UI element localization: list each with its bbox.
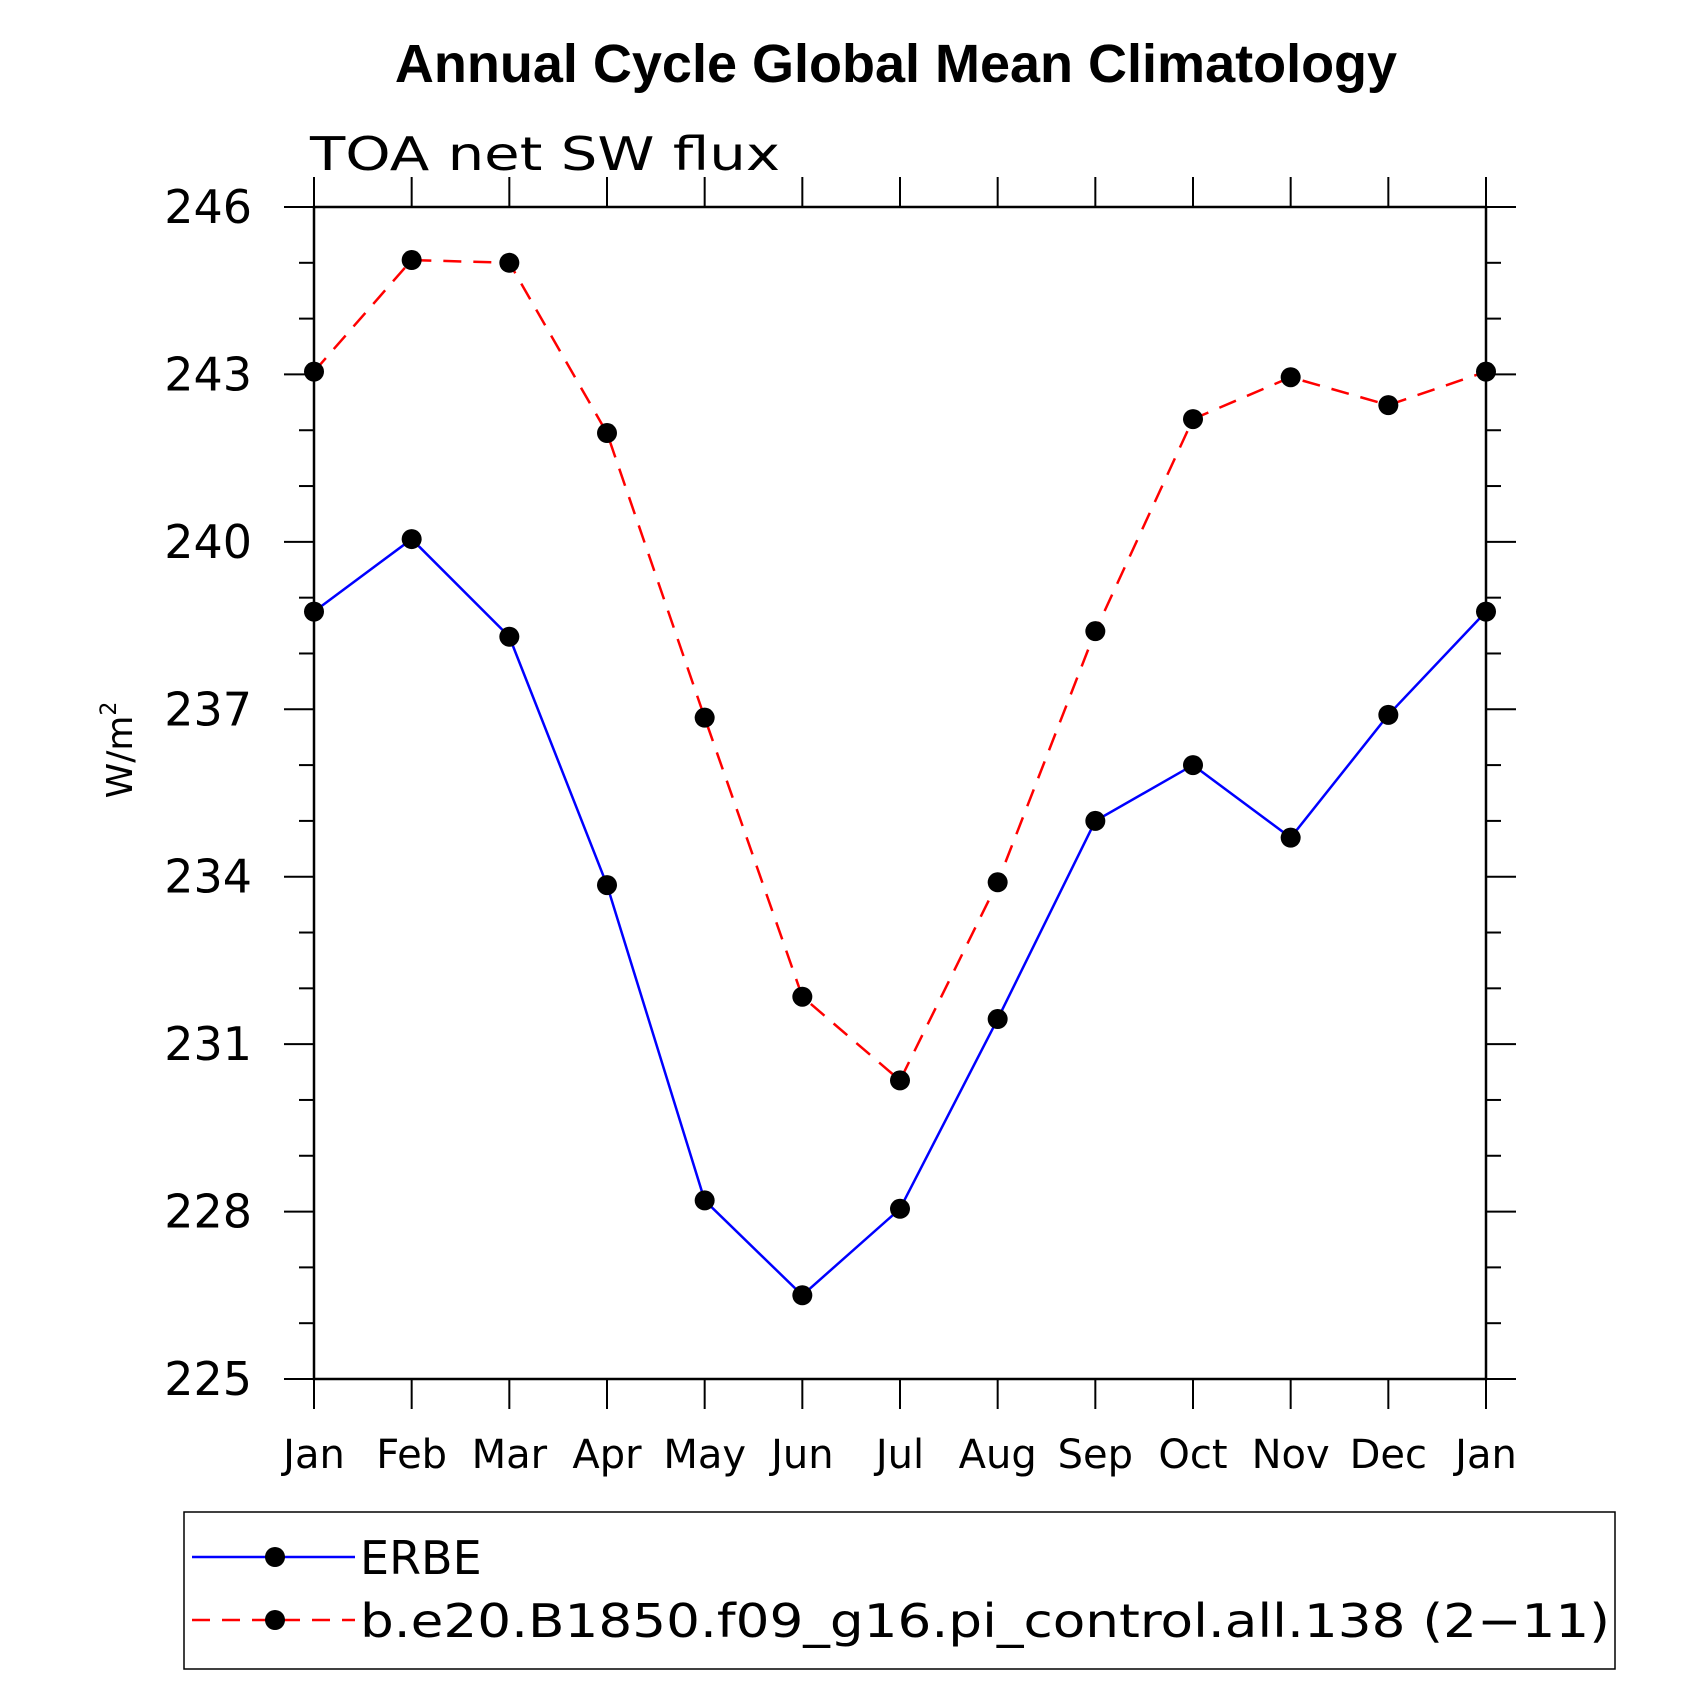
data-point-series-0 <box>1280 827 1301 848</box>
chart-subtitle: TOA net SW flux <box>309 127 780 181</box>
y-tick-label: 234 <box>164 850 252 904</box>
x-tick-label: May <box>663 1432 746 1478</box>
data-point-series-1 <box>304 361 324 382</box>
data-point-series-0 <box>1085 810 1106 831</box>
y-axis-ticks: 225 228 231 234 237 240 243 246 <box>164 180 1516 1406</box>
data-point-series-1 <box>1085 621 1106 642</box>
y-tick-label: 231 <box>164 1017 252 1071</box>
data-point-series-0 <box>304 601 324 622</box>
x-tick-label: Jan <box>280 1432 345 1478</box>
data-point-series-1 <box>499 252 520 273</box>
legend-box <box>183 1511 1616 1670</box>
y-tick-label: 225 <box>164 1352 252 1406</box>
y-tick-label: 240 <box>164 515 252 569</box>
x-tick-label: Jul <box>873 1432 924 1478</box>
data-point-series-0 <box>694 1190 715 1211</box>
x-tick-label: Oct <box>1158 1432 1227 1478</box>
series-line-1 <box>313 258 1487 1083</box>
x-tick-label: Jan <box>1452 1432 1517 1478</box>
y-tick-label: 228 <box>164 1185 252 1239</box>
x-tick-label: Nov <box>1252 1432 1330 1478</box>
y-tick-label: 243 <box>164 347 252 401</box>
y-axis-unit: W/m <box>100 716 141 799</box>
y-axis-label: W/m2 <box>97 702 141 799</box>
x-tick-label: Jun <box>768 1432 834 1478</box>
x-tick-label: Sep <box>1058 1432 1133 1478</box>
data-point-series-0 <box>597 875 617 896</box>
data-point-series-1 <box>792 986 813 1007</box>
data-point-series-1 <box>401 250 422 271</box>
y-axis-label-text: W/m2 <box>97 702 141 799</box>
data-point-series-0 <box>890 1198 910 1219</box>
x-tick-label: Mar <box>472 1432 548 1478</box>
data-point-series-1 <box>1280 367 1301 388</box>
data-point-series-0 <box>401 529 422 550</box>
series-layer <box>304 250 1496 1306</box>
x-axis-ticks: Jan Feb Mar Apr May Jun Jul Aug Sep Oct Nov Dec Jan <box>280 177 1517 1478</box>
series-line-0 <box>313 537 1487 1297</box>
legend: ERBE b.e20.B1850.f09_g16.pi_control.all.… <box>183 1511 1616 1670</box>
x-tick-label: Apr <box>572 1432 642 1478</box>
x-tick-label: Aug <box>959 1432 1037 1478</box>
chart-title: Annual Cycle Global Mean Climatology <box>395 34 1397 94</box>
data-point-series-0 <box>1183 755 1203 776</box>
data-point-series-0 <box>1378 704 1399 725</box>
legend-label-model: b.e20.B1850.f09_g16.pi_control.all.138 (… <box>360 1594 1610 1648</box>
y-tick-label: 246 <box>164 180 252 234</box>
data-point-series-0 <box>792 1285 813 1306</box>
data-point-series-1 <box>1183 409 1203 430</box>
data-point-series-0 <box>1476 601 1496 622</box>
x-tick-label: Feb <box>376 1432 447 1478</box>
legend-marker-erbe <box>265 1547 285 1567</box>
y-tick-label: 237 <box>164 682 252 736</box>
data-point-series-1 <box>890 1070 910 1091</box>
legend-label-erbe: ERBE <box>360 1531 482 1585</box>
data-point-series-1 <box>987 872 1008 893</box>
data-point-series-0 <box>499 626 520 647</box>
y-axis-unit-superscript: 2 <box>97 702 122 716</box>
data-point-series-1 <box>1378 395 1399 416</box>
data-point-series-1 <box>694 707 715 728</box>
data-point-series-0 <box>987 1009 1008 1030</box>
data-point-series-1 <box>597 423 617 444</box>
legend-marker-model <box>265 1610 285 1630</box>
x-tick-label: Dec <box>1350 1432 1427 1478</box>
data-point-series-1 <box>1476 361 1496 382</box>
